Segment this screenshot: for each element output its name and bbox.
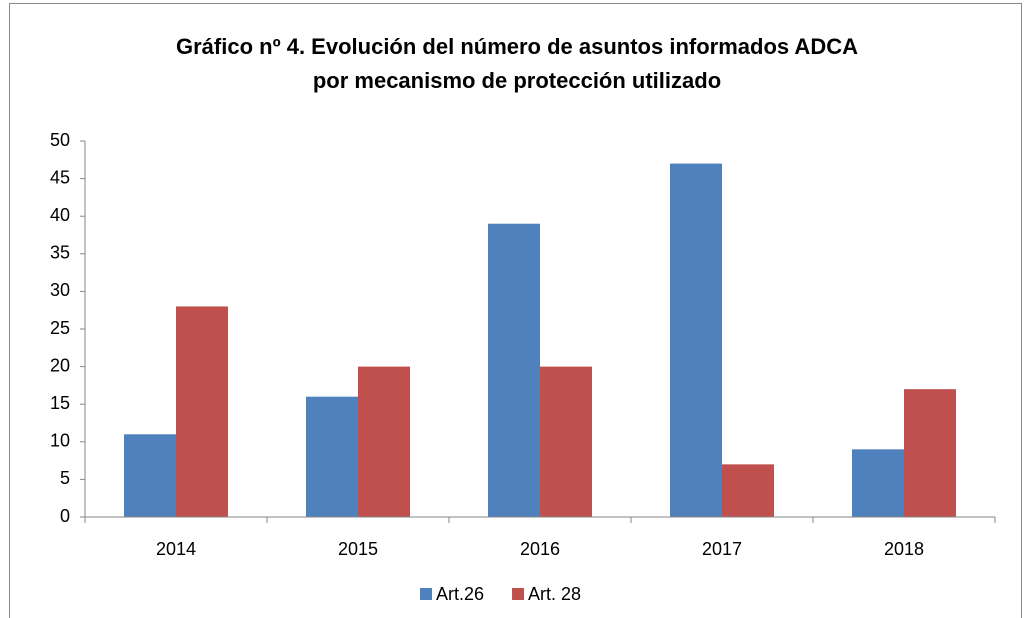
bar xyxy=(904,389,956,517)
y-tick-label: 30 xyxy=(50,280,70,300)
bar xyxy=(722,464,774,517)
y-tick-label: 25 xyxy=(50,318,70,338)
chart-title: Gráfico nº 4. Evolución del número de as… xyxy=(176,34,858,59)
y-tick-label: 40 xyxy=(50,205,70,225)
bar xyxy=(488,223,540,517)
bar xyxy=(176,306,228,517)
x-tick-label: 2015 xyxy=(338,539,378,559)
y-tick-label: 20 xyxy=(50,355,70,375)
y-tick-label: 35 xyxy=(50,243,70,263)
legend-label: Art.26 xyxy=(436,584,484,604)
legend-swatch xyxy=(512,588,525,600)
y-tick-label: 15 xyxy=(50,393,70,413)
bar xyxy=(124,434,176,517)
x-tick-label: 2014 xyxy=(156,539,196,559)
y-tick-label: 45 xyxy=(50,167,70,187)
y-tick-label: 50 xyxy=(50,130,70,150)
y-tick-label: 10 xyxy=(50,431,70,451)
legend-label: Art. 28 xyxy=(528,584,581,604)
bar xyxy=(306,396,358,517)
x-tick-label: 2018 xyxy=(884,539,924,559)
x-tick-label: 2017 xyxy=(702,539,742,559)
legend-swatch xyxy=(420,588,432,600)
bar xyxy=(540,366,592,517)
bar xyxy=(670,163,722,517)
y-tick-label: 5 xyxy=(60,468,70,488)
chart-title: por mecanismo de protección utilizado xyxy=(313,68,721,93)
x-tick-label: 2016 xyxy=(520,539,560,559)
bar xyxy=(358,366,410,517)
y-tick-label: 0 xyxy=(60,506,70,526)
bar xyxy=(852,449,904,517)
